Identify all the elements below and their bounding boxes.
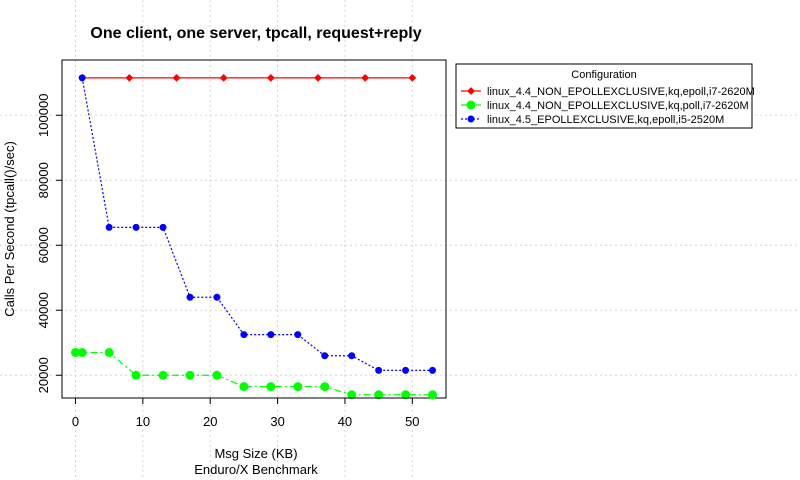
- legend-title: Configuration: [571, 69, 636, 81]
- data-point: [172, 73, 181, 82]
- x-tick-label: 50: [405, 414, 419, 429]
- legend-items: linux_4.4_NON_EPOLLEXCLUSIVE,kq,epoll,i7…: [461, 86, 755, 126]
- legend-marker: [467, 87, 475, 95]
- data-point: [266, 73, 275, 82]
- x-tick-label: 20: [203, 414, 217, 429]
- y-axis: 20000 40000 60000 80000 100000: [36, 94, 63, 393]
- series-3: [78, 74, 437, 374]
- legend-item: linux_4.5_EPOLLEXCLUSIVE,kq,epoll,i5-252…: [461, 114, 724, 126]
- legend-label: linux_4.5_EPOLLEXCLUSIVE,kq,epoll,i5-252…: [487, 114, 724, 126]
- y-tick-label: 40000: [36, 292, 51, 328]
- data-point: [158, 370, 168, 380]
- data-point: [239, 382, 249, 392]
- data-point: [321, 352, 329, 360]
- x-axis: 0 10 20 30 40 50: [72, 397, 420, 429]
- data-point: [429, 366, 437, 374]
- series-line: [81, 77, 433, 371]
- data-point: [78, 74, 86, 82]
- y-tick-label: 100000: [36, 94, 51, 137]
- chart-subtitle: Enduro/X Benchmark: [194, 462, 318, 477]
- y-tick-label: 60000: [36, 227, 51, 263]
- data-point: [266, 382, 276, 392]
- legend-label: linux_4.4_NON_EPOLLEXCLUSIVE,kq,poll,i7-…: [487, 100, 749, 112]
- legend-label: linux_4.4_NON_EPOLLEXCLUSIVE,kq,epoll,i7…: [487, 86, 755, 98]
- y-tick-label: 20000: [36, 357, 51, 393]
- legend-item: linux_4.4_NON_EPOLLEXCLUSIVE,kq,poll,i7-…: [461, 100, 749, 112]
- data-point: [131, 370, 141, 380]
- data-point: [320, 382, 330, 392]
- chart-title: One client, one server, tpcall, request+…: [90, 25, 421, 42]
- legend-marker: [467, 115, 475, 123]
- y-axis-label: Calls Per Second (tpcall()/sec): [2, 141, 17, 317]
- data-point: [293, 382, 303, 392]
- data-point: [219, 73, 228, 82]
- series-1: [78, 73, 417, 82]
- data-point: [374, 390, 384, 400]
- data-point: [294, 331, 302, 339]
- series-layer: [70, 73, 438, 400]
- x-tick-label: 40: [338, 414, 352, 429]
- data-point: [132, 223, 140, 231]
- series-2: [70, 348, 438, 400]
- y-tick-label: 80000: [36, 162, 51, 198]
- data-point: [348, 352, 356, 360]
- x-tick-label: 10: [136, 414, 150, 429]
- legend-item: linux_4.4_NON_EPOLLEXCLUSIVE,kq,epoll,i7…: [461, 86, 755, 98]
- data-point: [361, 73, 370, 82]
- x-tick-label: 30: [270, 414, 284, 429]
- legend-marker: [466, 100, 476, 110]
- data-point: [401, 390, 411, 400]
- plot-frame: [61, 59, 447, 399]
- series-line: [75, 351, 433, 396]
- x-axis-label: Msg Size (KB): [214, 446, 297, 461]
- data-point: [314, 73, 322, 82]
- data-point: [159, 223, 167, 231]
- x-tick-label: 0: [72, 414, 79, 429]
- data-point: [213, 293, 221, 301]
- data-point: [408, 73, 417, 82]
- data-point: [240, 331, 248, 339]
- data-point: [125, 73, 134, 82]
- data-point: [104, 348, 114, 357]
- data-point: [267, 331, 275, 339]
- data-point: [185, 370, 195, 380]
- data-point: [375, 366, 383, 374]
- data-point: [402, 366, 410, 374]
- data-point: [186, 293, 194, 301]
- data-point: [105, 223, 113, 231]
- data-point: [212, 370, 222, 380]
- data-point: [347, 390, 357, 400]
- data-point: [428, 390, 438, 400]
- legend: Configuration linux_4.4_NON_EPOLLEXCLUSI…: [455, 63, 755, 129]
- legend-box: [455, 63, 753, 129]
- data-point: [77, 348, 87, 357]
